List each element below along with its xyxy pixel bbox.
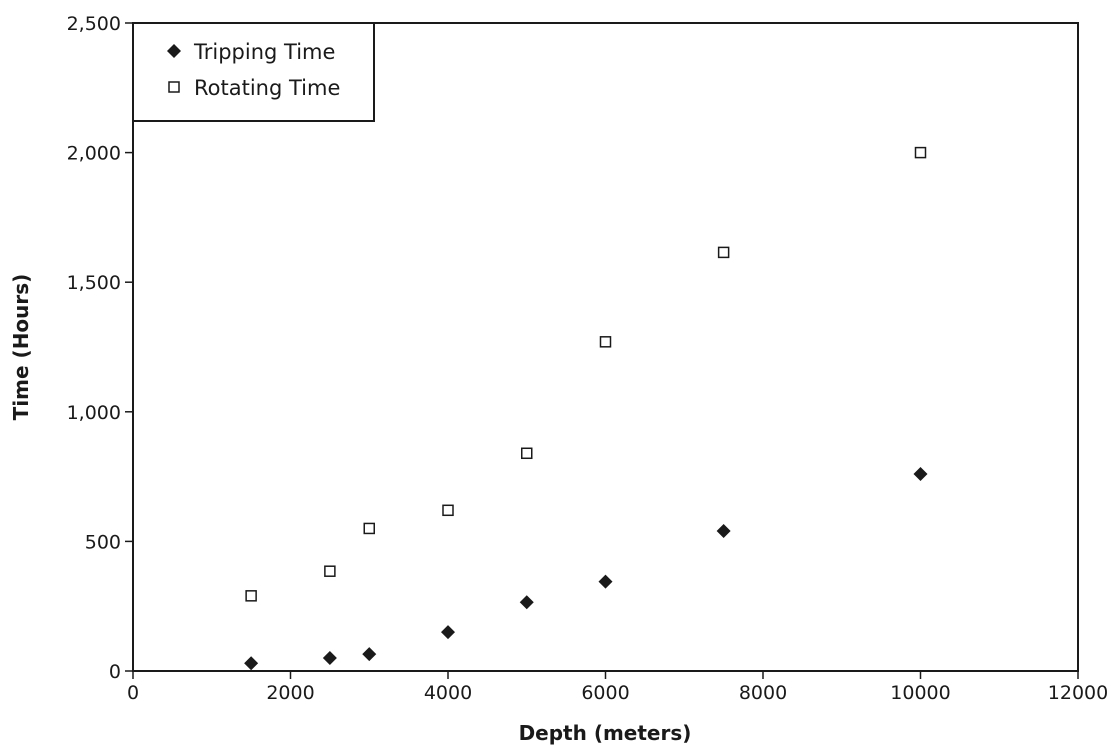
y-axis: 0 500 1,000 1,500 2,000 2,500 bbox=[67, 13, 133, 683]
x-tick-label: 12000 bbox=[1048, 682, 1108, 704]
rotating-time-point bbox=[599, 336, 612, 348]
x-tick-label: 10000 bbox=[890, 682, 950, 704]
rotating-time-point bbox=[324, 565, 336, 577]
y-axis-title: Time (Hours) bbox=[9, 274, 33, 421]
x-tick-label: 0 bbox=[127, 682, 139, 704]
y-tick-label: 500 bbox=[85, 531, 121, 553]
tripping-time-point bbox=[244, 656, 259, 671]
legend: Tripping Time Rotating Time bbox=[132, 22, 375, 122]
rotating-time-point bbox=[442, 504, 454, 517]
data-points bbox=[244, 146, 928, 671]
y-tick-label: 2,000 bbox=[67, 143, 121, 165]
tripping-time-point bbox=[362, 647, 377, 662]
legend-box bbox=[132, 22, 375, 122]
tripping-time-point bbox=[519, 595, 534, 610]
x-tick-label: 6000 bbox=[581, 682, 629, 704]
y-tick-label: 1,500 bbox=[67, 272, 121, 294]
legend-label-rotating-time: Rotating Time bbox=[194, 76, 340, 100]
tripping-time-point bbox=[598, 574, 613, 589]
rotating-time-point bbox=[363, 522, 375, 535]
tripping-time-point bbox=[913, 467, 928, 482]
rotating-time-point bbox=[717, 246, 730, 259]
x-axis-title: Depth (meters) bbox=[519, 721, 692, 745]
legend-label-tripping-time: Tripping Time bbox=[193, 40, 335, 64]
y-tick-label: 2,500 bbox=[67, 13, 121, 35]
rotating-time-point bbox=[521, 447, 533, 460]
y-tick-label: 1,000 bbox=[67, 402, 121, 424]
x-tick-label: 4000 bbox=[424, 682, 472, 704]
rotating-time-point bbox=[245, 590, 257, 602]
x-axis: 0 2000 4000 6000 8000 10000 12000 bbox=[127, 671, 1108, 704]
tripping-time-point bbox=[322, 651, 337, 666]
rotating-time-point bbox=[914, 146, 927, 159]
x-tick-label: 2000 bbox=[266, 682, 314, 704]
legend-marker-rotating-time bbox=[168, 81, 180, 93]
x-tick-label: 8000 bbox=[739, 682, 787, 704]
y-tick-label: 0 bbox=[109, 661, 121, 683]
tripping-time-point bbox=[441, 625, 455, 640]
legend-marker-tripping-time bbox=[167, 44, 181, 58]
tripping-time-point bbox=[716, 524, 731, 539]
